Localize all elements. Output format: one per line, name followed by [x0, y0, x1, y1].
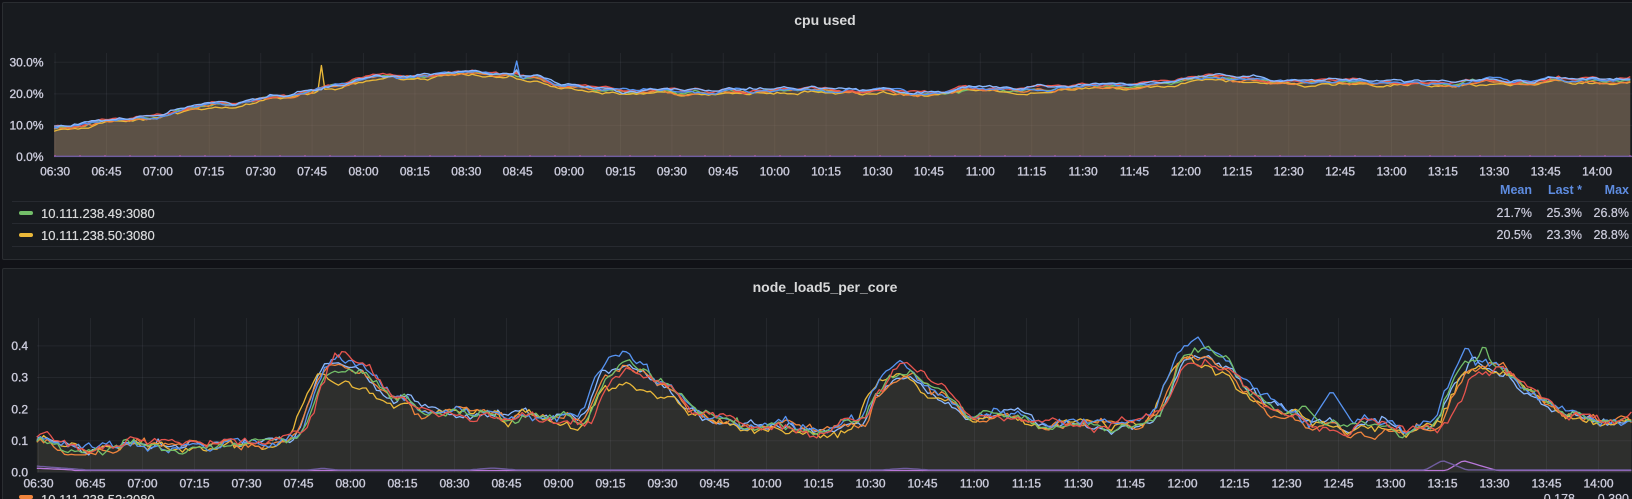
svg-text:0.0: 0.0 [11, 466, 28, 480]
svg-text:10:00: 10:00 [760, 164, 790, 178]
svg-text:12:00: 12:00 [1171, 164, 1201, 178]
svg-text:0.2: 0.2 [11, 402, 28, 416]
svg-text:11:15: 11:15 [1012, 476, 1041, 490]
svg-text:07:00: 07:00 [127, 476, 157, 490]
svg-text:08:15: 08:15 [387, 476, 417, 490]
svg-text:13:45: 13:45 [1531, 476, 1561, 490]
svg-text:08:45: 08:45 [491, 476, 521, 490]
svg-text:10:15: 10:15 [803, 476, 833, 490]
svg-text:14:00: 14:00 [1582, 164, 1612, 178]
svg-text:13:00: 13:00 [1375, 476, 1405, 490]
svg-text:11:30: 11:30 [1069, 164, 1098, 178]
svg-text:10:45: 10:45 [907, 476, 937, 490]
svg-text:06:45: 06:45 [91, 164, 121, 178]
svg-text:13:45: 13:45 [1531, 164, 1561, 178]
svg-text:11:15: 11:15 [1017, 164, 1046, 178]
svg-text:12:15: 12:15 [1222, 164, 1252, 178]
svg-text:07:00: 07:00 [143, 164, 173, 178]
svg-text:13:30: 13:30 [1479, 476, 1509, 490]
svg-text:11:00: 11:00 [960, 476, 989, 490]
svg-text:08:30: 08:30 [439, 476, 469, 490]
svg-text:13:15: 13:15 [1427, 476, 1457, 490]
svg-text:08:00: 08:00 [335, 476, 365, 490]
svg-text:13:15: 13:15 [1428, 164, 1458, 178]
svg-text:0.1: 0.1 [11, 434, 28, 448]
svg-text:09:30: 09:30 [657, 164, 687, 178]
svg-text:09:15: 09:15 [595, 476, 625, 490]
svg-text:08:45: 08:45 [503, 164, 533, 178]
svg-text:11:30: 11:30 [1064, 476, 1093, 490]
svg-text:07:15: 07:15 [194, 164, 224, 178]
svg-text:07:30: 07:30 [246, 164, 276, 178]
svg-text:09:45: 09:45 [699, 476, 729, 490]
svg-text:07:45: 07:45 [297, 164, 327, 178]
svg-text:13:00: 13:00 [1376, 164, 1406, 178]
svg-text:07:45: 07:45 [283, 476, 313, 490]
svg-text:10:45: 10:45 [914, 164, 944, 178]
svg-text:0.0%: 0.0% [16, 150, 44, 164]
svg-text:20.0%: 20.0% [9, 87, 43, 101]
svg-text:11:00: 11:00 [966, 164, 995, 178]
svg-text:06:30: 06:30 [23, 476, 53, 490]
svg-text:10:15: 10:15 [811, 164, 841, 178]
svg-text:09:45: 09:45 [708, 164, 738, 178]
svg-text:09:30: 09:30 [647, 476, 677, 490]
svg-text:09:15: 09:15 [605, 164, 635, 178]
svg-text:06:45: 06:45 [75, 476, 105, 490]
svg-text:10:30: 10:30 [855, 476, 885, 490]
svg-text:11:45: 11:45 [1116, 476, 1145, 490]
svg-text:10:00: 10:00 [751, 476, 781, 490]
svg-text:0.4: 0.4 [11, 339, 28, 353]
svg-text:12:30: 12:30 [1271, 476, 1301, 490]
svg-text:12:15: 12:15 [1219, 476, 1249, 490]
svg-text:14:00: 14:00 [1583, 476, 1613, 490]
svg-text:07:15: 07:15 [179, 476, 209, 490]
svg-text:08:00: 08:00 [348, 164, 378, 178]
svg-text:12:45: 12:45 [1323, 476, 1353, 490]
svg-text:09:00: 09:00 [554, 164, 584, 178]
svg-text:13:30: 13:30 [1479, 164, 1509, 178]
svg-text:08:30: 08:30 [451, 164, 481, 178]
svg-text:06:30: 06:30 [40, 164, 70, 178]
svg-text:08:15: 08:15 [400, 164, 430, 178]
svg-text:12:00: 12:00 [1167, 476, 1197, 490]
svg-text:10.0%: 10.0% [9, 119, 43, 133]
svg-text:12:30: 12:30 [1274, 164, 1304, 178]
svg-text:12:45: 12:45 [1325, 164, 1355, 178]
svg-text:09:00: 09:00 [543, 476, 573, 490]
svg-text:07:30: 07:30 [231, 476, 261, 490]
svg-text:30.0%: 30.0% [9, 56, 43, 70]
svg-text:0.3: 0.3 [11, 371, 28, 385]
svg-text:11:45: 11:45 [1120, 164, 1149, 178]
svg-text:10:30: 10:30 [862, 164, 892, 178]
